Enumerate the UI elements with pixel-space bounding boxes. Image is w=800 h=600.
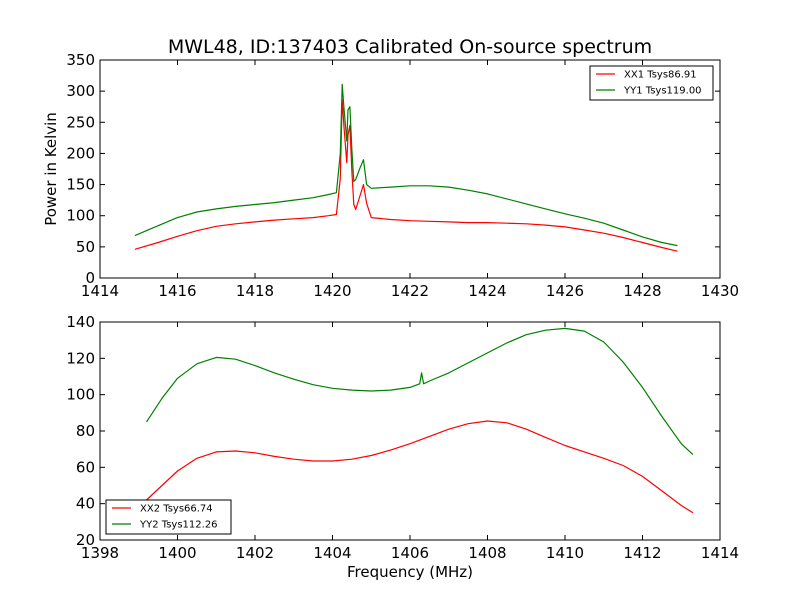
bottom-y-tick-label: 80 — [76, 422, 95, 440]
bottom-legend-box — [105, 499, 232, 535]
top-legend: XX1 Tsys86.91 YY1 Tsys119.00 — [589, 65, 714, 101]
bottom-x-tick-label: 1398 — [81, 544, 119, 562]
top-x-tick-label: 1420 — [313, 282, 351, 300]
top-x-tick-label: 1414 — [81, 282, 119, 300]
bottom-axis-ticks: 1398 1400 1402 1404 1406 1408 1410 1412 1414 20 40… — [66, 313, 739, 562]
top-x-tick-label: 1422 — [391, 282, 429, 300]
bottom-x-tick-label: 1400 — [158, 544, 196, 562]
legend-label-xx2: XX2 Tsys66.74 — [140, 504, 213, 515]
bottom-y-tick-label: 40 — [76, 495, 95, 513]
top-x-tick-label: 1430 — [701, 282, 739, 300]
bottom-y-tick-label: 120 — [66, 349, 95, 367]
top-series-lines — [134, 83, 678, 252]
bottom-x-tick-label: 1414 — [701, 544, 739, 562]
bottom-x-tick-label: 1404 — [313, 544, 351, 562]
top-series-line-red — [134, 98, 678, 252]
top-series-line-green — [134, 83, 678, 247]
top-y-tick-label: 50 — [76, 238, 95, 256]
top-legend-box — [589, 65, 714, 101]
top-x-tick-label: 1426 — [546, 282, 584, 300]
bottom-series-lines — [145, 327, 694, 514]
bottom-y-tick-label: 20 — [76, 531, 95, 549]
chart-title: MWL48, ID:137403 Calibrated On-source sp… — [168, 36, 652, 58]
bottom-y-tick-label: 100 — [66, 386, 95, 404]
bottom-x-tick-label: 1412 — [623, 544, 661, 562]
bottom-series-line-green — [145, 327, 694, 456]
top-x-tick-label: 1424 — [468, 282, 506, 300]
top-y-tick-label: 300 — [66, 82, 95, 100]
bottom-x-tick-label: 1402 — [236, 544, 274, 562]
top-y-tick-label: 0 — [85, 269, 95, 287]
bottom-x-tick-label: 1410 — [546, 544, 584, 562]
top-x-tick-label: 1418 — [236, 282, 274, 300]
top-axis-ticks: 1414 1416 1418 1420 1422 1424 1426 1428 1430 0 50 1… — [66, 51, 739, 300]
legend-label-xx1: XX1 Tsys86.91 — [624, 70, 697, 81]
top-y-tick-label: 350 — [66, 51, 95, 69]
top-y-tick-label: 200 — [66, 144, 95, 162]
bottom-legend: XX2 Tsys66.74 YY2 Tsys112.26 — [105, 499, 232, 535]
legend-label-yy2: YY2 Tsys112.26 — [139, 520, 218, 531]
bottom-y-tick-label: 60 — [76, 458, 95, 476]
top-y-tick-label: 150 — [66, 176, 95, 194]
top-y-tick-label: 100 — [66, 207, 95, 225]
bottom-x-tick-label: 1408 — [468, 544, 506, 562]
bottom-subplot: 1398 1400 1402 1404 1406 1408 1410 1412 1414 20 40… — [66, 313, 739, 581]
bottom-x-tick-label: 1406 — [391, 544, 429, 562]
bottom-series-line-red — [146, 420, 694, 514]
top-y-tick-label: 250 — [66, 113, 95, 131]
top-x-tick-label: 1428 — [623, 282, 661, 300]
bottom-x-axis-label: Frequency (MHz) — [347, 563, 473, 581]
bottom-y-tick-label: 140 — [66, 313, 95, 331]
legend-label-yy1: YY1 Tsys119.00 — [623, 86, 702, 97]
top-subplot: 1414 1416 1418 1420 1422 1424 1426 1428 1430 0 50 1… — [42, 51, 739, 300]
top-x-tick-label: 1416 — [158, 282, 196, 300]
top-y-axis-label: Power in Kelvin — [42, 112, 60, 226]
